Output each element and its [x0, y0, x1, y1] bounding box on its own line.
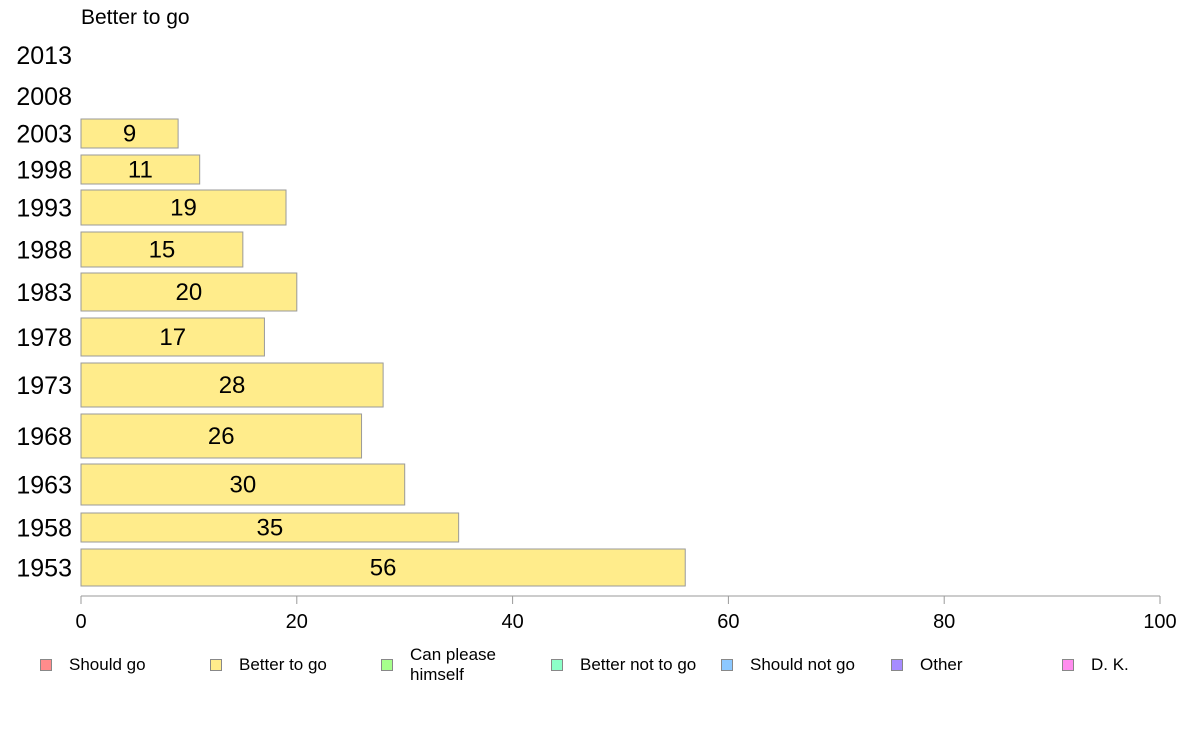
legend-item-other: Other — [891, 655, 963, 675]
bar-1983 — [80, 272, 298, 312]
legend-label-better-not-to-go: Better not to go — [580, 655, 697, 674]
chart-title: Better to go — [81, 6, 190, 29]
y-tick-label-1998: 1998 — [16, 157, 72, 185]
x-tick-label-40: 40 — [501, 611, 523, 633]
y-tick-label-2008: 2008 — [16, 83, 72, 111]
data-label-1983: 20 — [176, 279, 203, 306]
y-tick-label-1973: 1973 — [16, 372, 72, 400]
data-label-1993: 19 — [170, 195, 197, 222]
legend-swatch-other — [891, 659, 903, 671]
data-label-1958: 35 — [256, 515, 283, 542]
legend-label-can-please-himself: Can please himself — [410, 645, 497, 684]
data-label-1973: 28 — [219, 372, 246, 399]
y-tick-label-1988: 1988 — [16, 237, 72, 265]
legend-label-should-not-go: Should not go — [750, 655, 855, 674]
y-tick-label-1978: 1978 — [16, 324, 72, 352]
x-tick-label-0: 0 — [75, 611, 86, 633]
legend-item-better-to-go: Better to go — [210, 655, 327, 675]
data-label-1968: 26 — [208, 423, 235, 450]
legend-swatch-better-to-go — [210, 659, 222, 671]
data-label-1988: 15 — [149, 237, 176, 264]
data-label-1963: 30 — [229, 472, 256, 499]
y-tick-label-2013: 2013 — [16, 42, 72, 70]
bar-1963 — [80, 463, 406, 506]
y-tick-label-1993: 1993 — [16, 195, 72, 223]
bar-1993 — [80, 189, 287, 226]
bar-1953 — [80, 548, 686, 587]
bar-1998 — [80, 154, 201, 185]
legend-swatch-should-not-go — [721, 659, 733, 671]
y-tick-label-2003: 2003 — [16, 121, 72, 149]
legend-label-should-go: Should go — [69, 655, 146, 674]
y-tick-label-1968: 1968 — [16, 423, 72, 451]
legend-item-better-not-to-go: Better not to go — [551, 655, 696, 675]
legend-label-dk: D. K. — [1091, 655, 1129, 674]
data-label-1978: 17 — [159, 324, 186, 351]
legend-label-other: Other — [920, 655, 963, 674]
y-tick-label-1958: 1958 — [16, 515, 72, 543]
y-tick-labels: 2013 2008 2003 1998 1993 1988 1983 1978 1973 1968… — [16, 42, 72, 583]
legend-item-dk: D. K. — [1062, 655, 1129, 675]
y-tick-label-1983: 1983 — [16, 279, 72, 307]
data-label-1953: 56 — [370, 555, 397, 582]
legend: Should go Better to go Can please himsel… — [0, 645, 1188, 695]
legend-swatch-can-please-himself — [381, 659, 393, 671]
y-tick-label-1963: 1963 — [16, 472, 72, 500]
y-tick-label-1953: 1953 — [16, 555, 72, 583]
data-label-1998: 11 — [128, 157, 153, 184]
x-axis: 0 20 40 60 80 100 — [75, 595, 1177, 633]
legend-item-should-not-go: Should not go — [721, 655, 855, 675]
bar-1973 — [80, 362, 384, 408]
legend-item-can-please-himself: Can please himself — [381, 645, 510, 685]
legend-swatch-dk — [1062, 659, 1074, 671]
bar-1958 — [80, 512, 460, 543]
bar-2003 — [80, 118, 179, 149]
legend-item-should-go: Should go — [40, 655, 146, 675]
legend-swatch-should-go — [40, 659, 52, 671]
x-tick-label-60: 60 — [717, 611, 739, 633]
data-label-2003: 9 — [123, 121, 136, 148]
x-tick-label-100: 100 — [1143, 611, 1176, 633]
legend-swatch-better-not-to-go — [551, 659, 563, 671]
bar-1968 — [80, 413, 363, 459]
bar-1978 — [80, 317, 265, 357]
legend-label-better-to-go: Better to go — [239, 655, 327, 674]
x-tick-label-20: 20 — [286, 611, 308, 633]
bar-1988 — [80, 231, 244, 268]
x-tick-label-80: 80 — [933, 611, 955, 633]
